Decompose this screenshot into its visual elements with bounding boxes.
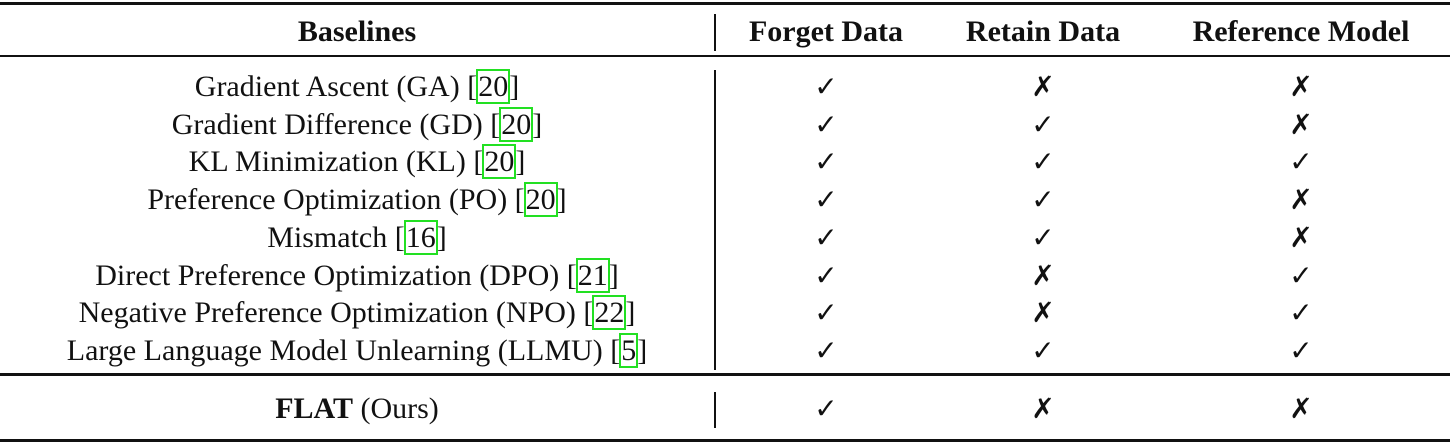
reference-model-mark: ✗ <box>1289 220 1313 254</box>
method-name: Mismatch [16] <box>0 219 714 257</box>
retain-data-mark: ✗ <box>1031 392 1055 425</box>
method-label: KL Minimization (KL) [ <box>188 145 484 179</box>
method-label: Negative Preference Optimization (NPO) [ <box>78 296 594 330</box>
method-name: Direct Preference Optimization (DPO) [21… <box>0 257 714 295</box>
retain-data-mark: ✓ <box>1031 145 1055 179</box>
citation-bracket: ] <box>556 183 567 217</box>
retain-data-mark: ✗ <box>1031 258 1055 292</box>
forget-data-mark: ✓ <box>814 183 838 217</box>
method-name: Gradient Ascent (GA) [20] <box>0 68 714 106</box>
table-row: Large Language Model Unlearning (LLMU) [… <box>0 332 1450 370</box>
table-row-ours: FLAT (Ours) ✓ ✗ ✗ <box>0 390 1450 428</box>
reference-model-mark: ✓ <box>1289 296 1313 330</box>
method-label: Large Language Model Unlearning (LLMU) [ <box>66 333 621 367</box>
header-forget-data: Forget Data <box>748 15 904 48</box>
citation-link[interactable]: 21 <box>575 257 610 293</box>
separator-rule <box>0 373 1450 376</box>
method-label: Mismatch [ <box>267 220 405 254</box>
method-label: Gradient Ascent (GA) [ <box>194 70 478 103</box>
bottom-rule <box>0 439 1450 442</box>
citation-bracket: ] <box>509 70 520 103</box>
citation-link[interactable]: 22 <box>592 295 627 331</box>
header-baselines: Baselines <box>297 15 417 48</box>
method-name: FLAT (Ours) <box>0 390 714 428</box>
method-name: Negative Preference Optimization (NPO) [… <box>0 294 714 332</box>
method-name-suffix: (Ours) <box>352 392 439 425</box>
forget-data-mark: ✓ <box>814 145 838 179</box>
forget-data-mark: ✓ <box>814 107 838 141</box>
forget-data-mark: ✓ <box>814 258 838 292</box>
table-row: Mismatch [16] ✓ ✓ ✗ <box>0 219 1450 257</box>
forget-data-mark: ✓ <box>814 296 838 330</box>
table-row: Preference Optimization (PO) [20] ✓ ✓ ✗ <box>0 181 1450 219</box>
reference-model-mark: ✗ <box>1289 392 1313 425</box>
column-divider <box>714 392 716 428</box>
method-name: Preference Optimization (PO) [20] <box>0 181 714 219</box>
method-name: Gradient Difference (GD) [20] <box>0 106 714 144</box>
reference-model-mark: ✓ <box>1289 258 1313 292</box>
citation-link[interactable]: 5 <box>619 332 639 368</box>
reference-model-mark: ✗ <box>1289 70 1313 103</box>
header-retain-data: Retain Data <box>965 15 1121 48</box>
top-rule <box>0 2 1450 5</box>
reference-model-mark: ✗ <box>1289 183 1313 217</box>
table-row: Negative Preference Optimization (NPO) [… <box>0 294 1450 332</box>
citation-link[interactable]: 20 <box>523 182 558 218</box>
header-reference-model: Reference Model <box>1192 15 1410 48</box>
citation-bracket: ] <box>515 145 526 179</box>
reference-model-mark: ✗ <box>1289 107 1313 141</box>
retain-data-mark: ✓ <box>1031 333 1055 367</box>
retain-data-mark: ✗ <box>1031 296 1055 330</box>
citation-bracket: ] <box>436 220 447 254</box>
forget-data-mark: ✓ <box>814 392 838 425</box>
citation-link[interactable]: 20 <box>476 69 511 104</box>
retain-data-mark: ✓ <box>1031 107 1055 141</box>
forget-data-mark: ✓ <box>814 70 838 103</box>
mid-rule <box>0 55 1450 57</box>
table-row: Gradient Ascent (GA) [20] ✓ ✗ ✗ <box>0 68 1450 106</box>
retain-data-mark: ✓ <box>1031 183 1055 217</box>
citation-link[interactable]: 20 <box>499 106 534 142</box>
reference-model-mark: ✓ <box>1289 333 1313 367</box>
forget-data-mark: ✓ <box>814 333 838 367</box>
method-name: Large Language Model Unlearning (LLMU) [… <box>0 332 714 370</box>
table-row: KL Minimization (KL) [20] ✓ ✓ ✓ <box>0 143 1450 181</box>
table-row: Direct Preference Optimization (DPO) [21… <box>0 257 1450 295</box>
retain-data-mark: ✓ <box>1031 220 1055 254</box>
header-row: Baselines Forget Data Retain Data Refere… <box>0 13 1450 51</box>
citation-link[interactable]: 20 <box>482 144 517 180</box>
method-label: Direct Preference Optimization (DPO) [ <box>95 258 577 292</box>
method-name: KL Minimization (KL) [20] <box>0 143 714 181</box>
citation-bracket: ] <box>637 333 648 367</box>
citation-bracket: ] <box>625 296 636 330</box>
method-name-bold: FLAT <box>275 392 353 425</box>
citation-bracket: ] <box>608 258 619 292</box>
retain-data-mark: ✗ <box>1031 70 1055 103</box>
column-divider <box>714 70 716 370</box>
column-divider <box>714 14 716 51</box>
forget-data-mark: ✓ <box>814 220 838 254</box>
citation-link[interactable]: 16 <box>403 219 438 255</box>
citation-bracket: ] <box>532 107 543 141</box>
method-label: Preference Optimization (PO) [ <box>147 183 525 217</box>
reference-model-mark: ✓ <box>1289 145 1313 179</box>
method-label: Gradient Difference (GD) [ <box>171 107 501 141</box>
table-row: Gradient Difference (GD) [20] ✓ ✓ ✗ <box>0 106 1450 144</box>
